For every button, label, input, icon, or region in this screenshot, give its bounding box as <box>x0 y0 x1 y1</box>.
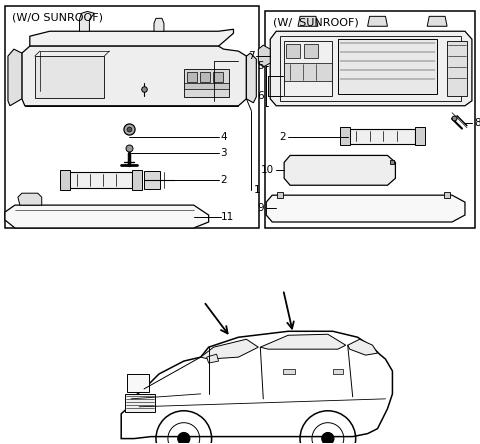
Bar <box>265 12 475 228</box>
Text: 3: 3 <box>220 148 227 159</box>
Polygon shape <box>8 49 22 106</box>
Bar <box>213 72 223 82</box>
Bar <box>338 39 437 94</box>
Polygon shape <box>5 205 209 228</box>
Polygon shape <box>368 16 387 26</box>
Polygon shape <box>284 155 396 185</box>
Polygon shape <box>30 29 233 46</box>
Bar <box>447 41 467 96</box>
Bar <box>35 56 104 98</box>
Polygon shape <box>260 334 346 349</box>
Bar <box>340 127 350 146</box>
Bar <box>132 170 142 190</box>
Bar <box>144 171 160 189</box>
Text: 6: 6 <box>258 91 264 101</box>
Text: 4: 4 <box>220 131 227 142</box>
Bar <box>348 129 415 143</box>
Bar <box>184 83 228 89</box>
Bar <box>187 72 197 82</box>
Bar <box>60 170 70 190</box>
Bar <box>415 127 425 146</box>
Polygon shape <box>22 46 246 106</box>
Polygon shape <box>207 354 218 363</box>
Polygon shape <box>427 16 447 26</box>
Text: 8: 8 <box>474 118 480 127</box>
Bar <box>280 36 461 101</box>
Circle shape <box>322 432 334 444</box>
Polygon shape <box>258 45 270 67</box>
Text: 7: 7 <box>248 51 254 61</box>
Polygon shape <box>18 193 42 205</box>
Bar <box>200 72 210 82</box>
Text: 2: 2 <box>220 175 227 185</box>
Bar <box>5 6 259 228</box>
Circle shape <box>178 432 190 444</box>
Bar <box>184 69 228 97</box>
Text: (W/  SUNROOF): (W/ SUNROOF) <box>273 17 359 27</box>
Text: 11: 11 <box>220 212 234 222</box>
Bar <box>333 369 343 374</box>
Text: (W/O SUNROOF): (W/O SUNROOF) <box>12 12 103 22</box>
Bar <box>304 44 318 58</box>
Polygon shape <box>270 31 472 106</box>
Polygon shape <box>201 339 258 359</box>
Text: 9: 9 <box>258 203 264 213</box>
Bar <box>127 374 149 392</box>
Bar <box>68 172 132 188</box>
Text: 5: 5 <box>258 61 264 71</box>
Polygon shape <box>348 339 378 355</box>
Polygon shape <box>266 195 465 222</box>
Bar <box>283 369 295 374</box>
Polygon shape <box>80 12 95 31</box>
Bar <box>125 394 155 412</box>
Polygon shape <box>154 18 164 31</box>
Text: 10: 10 <box>261 165 274 175</box>
Bar <box>284 41 332 96</box>
Polygon shape <box>298 16 318 26</box>
Polygon shape <box>121 331 393 439</box>
Polygon shape <box>246 53 256 103</box>
Bar <box>284 63 332 81</box>
Bar <box>286 44 300 58</box>
Text: 2: 2 <box>279 131 286 142</box>
Text: 1: 1 <box>253 185 260 195</box>
